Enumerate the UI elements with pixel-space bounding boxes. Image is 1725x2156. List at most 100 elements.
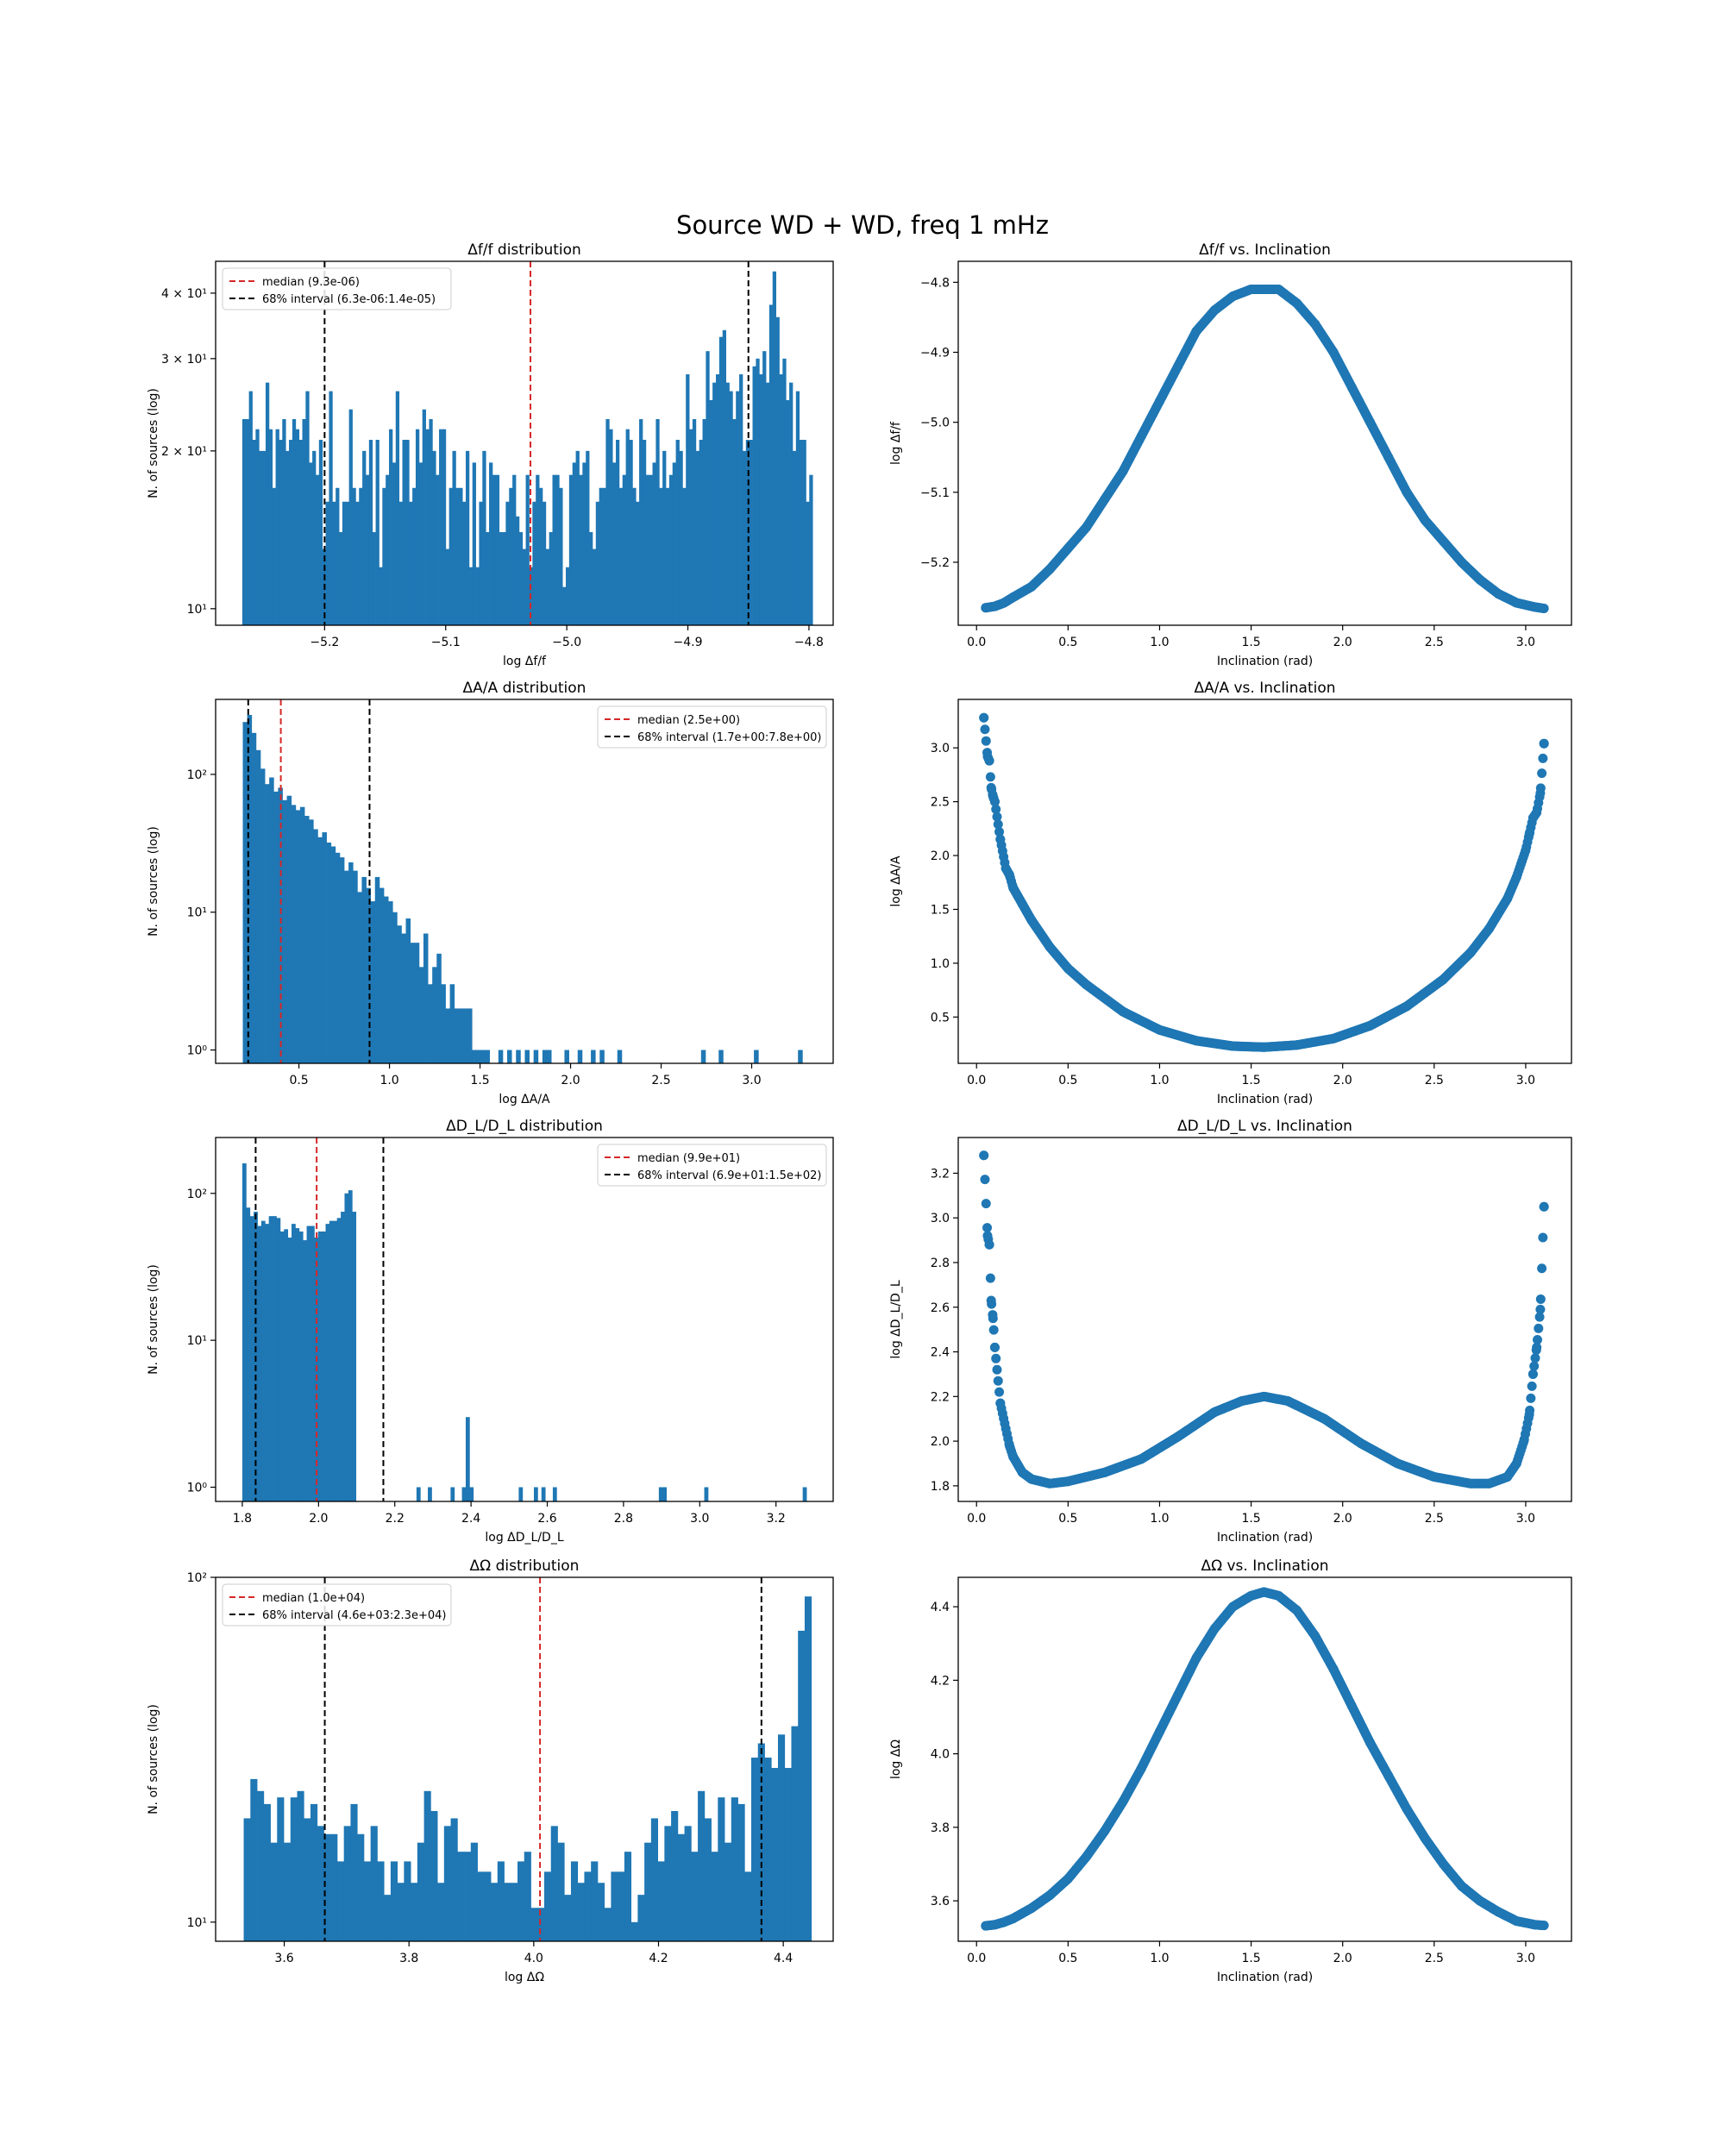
hist-bar: [665, 487, 670, 625]
hist-bar: [715, 374, 720, 625]
scatter-point: [1465, 947, 1476, 957]
x-tick-label: −4.8: [794, 636, 824, 649]
legend-label-median: median (1.0e+04): [262, 1592, 365, 1605]
hist-bar: [353, 870, 358, 1063]
scatter-point: [1539, 1201, 1549, 1212]
panel-scatter-df: 0.0 0.5 1.0 1.5 2.0 2.5 3.0 −5.2 −5.1 −5.0 −4.9 −4.…: [889, 241, 1572, 668]
hist-bar: [273, 1216, 277, 1501]
hist-bar: [524, 1852, 531, 1941]
scatter-fill-point: [1530, 1353, 1540, 1363]
hist-bar: [375, 439, 380, 625]
hist-bar: [269, 777, 274, 1063]
hist-bar: [530, 1908, 538, 1941]
x-tick-label: 1.0: [380, 1074, 398, 1087]
scatter-point: [1511, 1458, 1521, 1469]
hist-bar: [242, 418, 247, 625]
hist-bar: [432, 967, 437, 1063]
hist-bar: [546, 1050, 552, 1063]
scatter-point: [1191, 326, 1201, 336]
hist-bar: [282, 799, 287, 1063]
scatter-fill-point: [981, 736, 991, 746]
hist-bar: [552, 1487, 557, 1501]
hist-bar: [250, 1778, 258, 1941]
hist-bar: [557, 1842, 565, 1941]
scatter-fill-point: [1538, 753, 1548, 763]
hist-bar: [545, 548, 550, 625]
hist-bar: [739, 374, 743, 625]
hist-bar: [452, 450, 456, 625]
hist-bar: [265, 382, 270, 625]
scatter-point: [995, 1398, 1006, 1408]
scatter-point: [1365, 1738, 1376, 1748]
hist-bar: [415, 429, 420, 625]
hist-bar: [317, 1232, 323, 1501]
y-tick-label: 4 × 10¹: [161, 287, 207, 301]
hist-bar: [605, 418, 610, 625]
scatter-point: [1026, 915, 1037, 925]
plot-area: [979, 712, 1549, 1052]
hist-bar: [757, 1743, 765, 1941]
hist-bar: [429, 418, 433, 625]
hist-bar: [462, 501, 467, 625]
hist-bar: [564, 1895, 572, 1941]
hist-bar: [401, 933, 406, 1063]
hist-bar: [304, 816, 310, 1063]
hist-bar: [275, 429, 279, 625]
hist-bar: [292, 418, 297, 625]
x-tick-label: 2.5: [1425, 1512, 1444, 1526]
hist-bar: [518, 1487, 524, 1501]
scatter-point: [1484, 1478, 1494, 1489]
x-tick-label: 0.0: [967, 1952, 986, 1965]
scatter-fill-point: [980, 724, 990, 735]
axes-frame: [957, 260, 1572, 626]
hist-bar: [672, 462, 676, 625]
scatter-point: [1017, 899, 1027, 909]
scatter-point: [999, 1917, 1009, 1927]
scatter-point: [1026, 1474, 1037, 1484]
hist-bar: [765, 382, 770, 625]
scatter-point: [1535, 788, 1546, 799]
scatter-point: [1118, 1006, 1128, 1017]
hist-bar: [642, 439, 647, 625]
hist-bar: [704, 1818, 712, 1941]
hist-bar: [752, 366, 756, 625]
hist-bar: [325, 501, 329, 625]
hist-bar: [511, 1883, 518, 1941]
y-axis-label: N. of sources (log): [147, 1264, 160, 1375]
y-tick-label: 10²: [187, 1188, 207, 1201]
scatter-point: [1310, 319, 1320, 329]
hist-bar: [504, 1883, 511, 1941]
hist-bar: [260, 1220, 266, 1501]
scatter-point: [1493, 588, 1503, 599]
hist-bar: [318, 439, 323, 625]
legend-box: [222, 1583, 452, 1626]
scatter-point: [989, 601, 1000, 611]
scatter-point: [1524, 1409, 1534, 1420]
hist-bar: [348, 409, 353, 625]
chart-title: ΔΩ vs. Inclination: [1201, 1557, 1328, 1575]
hist-bar: [352, 487, 356, 625]
hist-bar: [518, 532, 524, 625]
axes-frame: [215, 1137, 834, 1502]
scatter-fill-point: [993, 1376, 1003, 1386]
scatter-point: [1004, 1440, 1014, 1451]
hist-bar: [392, 462, 397, 625]
legend-label-interval: 68% interval (6.3e-06:1.4e-05): [262, 293, 436, 306]
hist-bar: [279, 439, 283, 625]
scatter-point: [1227, 1601, 1238, 1612]
hist-bar: [711, 1852, 718, 1941]
hist-bar: [247, 715, 253, 1063]
hist-bar: [656, 418, 660, 625]
hist-bar: [379, 887, 385, 1063]
hist-bar: [509, 487, 513, 625]
scatter-point: [1082, 522, 1092, 532]
hist-bar: [668, 474, 674, 625]
y-axis-label: log ΔD_L/D_L: [889, 1280, 903, 1358]
hist-bar: [791, 1726, 799, 1941]
x-tick-label: 0.5: [289, 1074, 308, 1087]
hist-bar: [268, 1216, 273, 1501]
hist-bar: [644, 1842, 652, 1941]
scatter-point: [1209, 1624, 1220, 1634]
hist-bar: [718, 1050, 724, 1063]
hist-bar: [706, 351, 710, 625]
